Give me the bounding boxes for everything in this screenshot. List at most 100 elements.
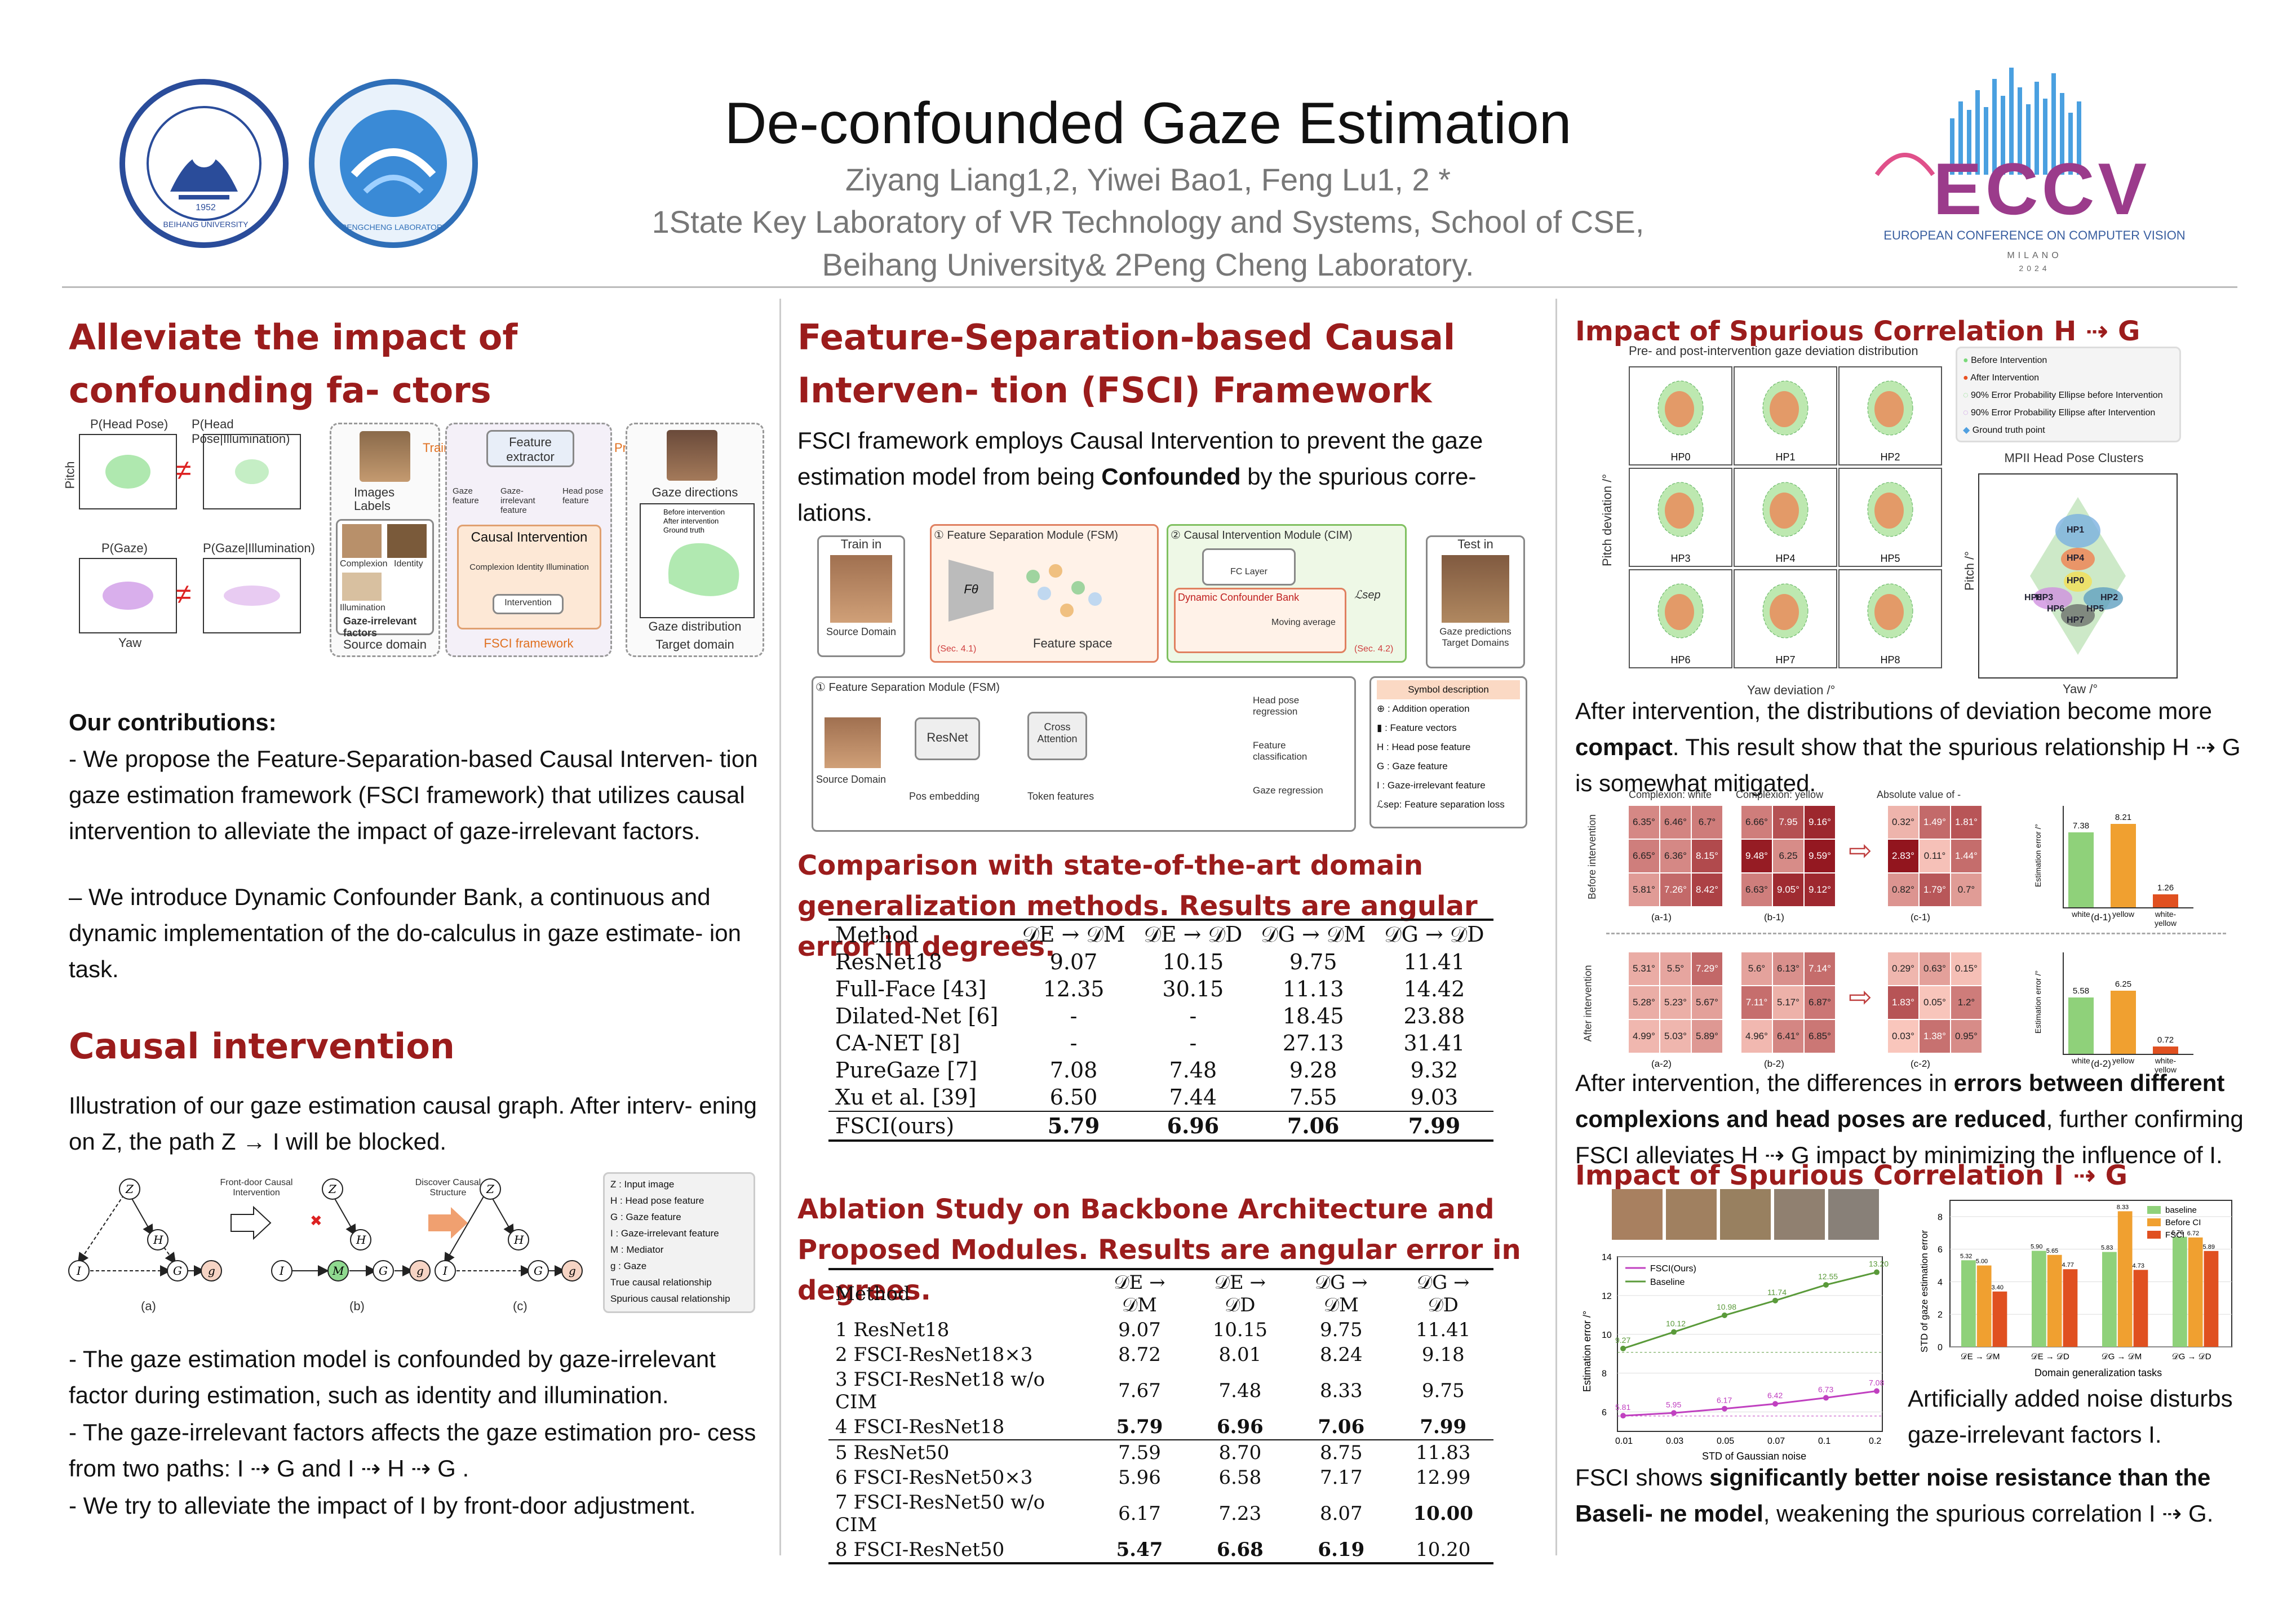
abl-a-cell: 7.67 [1118, 1380, 1161, 1402]
mpii-hp-label: HP0 [2067, 576, 2085, 586]
heatmap-cell: 6.66° [1741, 806, 1772, 839]
std-bar [2063, 1269, 2078, 1347]
cmp-cell: - [1070, 1031, 1078, 1056]
legend-label: FSCI(Ours) [1650, 1264, 1696, 1274]
heatmap-cell: 5.31° [1629, 952, 1659, 985]
mpii-hp-label: HP4 [2067, 553, 2085, 563]
bar-value-label: 4.77 [2062, 1262, 2074, 1269]
fsm-detail-title: ① Feature Separation Module (FSM) [815, 681, 1000, 694]
small-bar-category: white-yellow [2155, 1056, 2177, 1074]
std-bar [2188, 1237, 2203, 1347]
heat-divider [1606, 933, 2226, 934]
mpii-cluster-svg [2030, 497, 2126, 655]
noise-face-2 [1666, 1189, 1717, 1240]
gaze-irrelevant-feature-label: Gaze-irrelevant feature [500, 486, 535, 515]
abl-header-gd: 𝒟G → 𝒟D [1416, 1271, 1470, 1316]
images-label: Images [354, 485, 395, 499]
legend-ellipse-before: ◌ 90% Error Probability Ellipse before I… [1963, 391, 2163, 400]
series-point [1772, 1297, 1778, 1303]
svg-text:g: g [569, 1264, 576, 1278]
std-bar-svg: 0 2 4 6 8 5.32 5.00 3.40 𝒟E → 𝒟M 5.90 5.65 4.77 𝒟E →… [1919, 1200, 2232, 1378]
heatmap-cell: 9.59° [1805, 840, 1835, 872]
svg-text:g: g [416, 1264, 424, 1278]
target-face-image [667, 430, 717, 481]
scatter-points-svg [1867, 482, 1913, 537]
cmp-cell: 7.08 [1049, 1058, 1098, 1083]
cmp-cell: 9.03 [1410, 1085, 1459, 1110]
cmp-cell: 9.07 [1049, 950, 1098, 974]
scatter-cell: HP8 [1838, 569, 1942, 668]
ellipse-after [1665, 493, 1694, 529]
pengcheng-logo-text: PENGCHENG LABORATORY [341, 223, 448, 232]
heatmap-cell: 1.79° [1920, 873, 1950, 906]
noise-face-3 [1720, 1189, 1771, 1240]
fsci-intro-b: by the spurious corre- lations. [797, 463, 1477, 526]
mpii-cluster-figure: MPII Head Pose Clusters HP0 HP1 HP2 HP3 HP4 H… [1961, 451, 2187, 699]
abl-row4-ed: 6.96 [1216, 1416, 1264, 1438]
section-title-fsci: Feature-Separation-based Causal Interven… [797, 317, 1456, 411]
head-pose-illum-density-icon [235, 459, 269, 484]
cmp-header-gm: 𝒟G → 𝒟M [1261, 922, 1366, 947]
x-tick-label: 𝒟E → 𝒟D [2031, 1352, 2069, 1362]
mpii-yaw-label: Yaw /° [2063, 682, 2098, 696]
not-equal-symbol-2: ≠ [176, 578, 192, 610]
noise-text: Artificially added noise disturbs gaze-i… [1908, 1385, 2233, 1448]
ellipse-after [1874, 594, 1904, 630]
cmp-cell: 7.44 [1169, 1085, 1217, 1110]
hp-label: HP0 [1670, 451, 1691, 463]
abl-row8-gd: 10.20 [1416, 1538, 1471, 1561]
abl-a-cell: 10.15 [1212, 1319, 1268, 1341]
small-bar-value: 1.26 [2157, 883, 2174, 893]
abl-b-cell: 5 ResNet50 [835, 1442, 950, 1464]
cmp-cell: 9.75 [1289, 950, 1337, 974]
bar-value-label: 5.32 [1960, 1253, 1972, 1260]
gaze-distribution-icon [668, 543, 739, 596]
noise-face-1 [1612, 1189, 1663, 1240]
fsci-intro-a: FSCI framework employs Causal Interventi… [797, 427, 1483, 490]
fc-layer-label: FC Layer [1230, 567, 1267, 577]
heatmap-cell: 6.41° [1773, 1020, 1803, 1053]
series-point [1772, 1401, 1778, 1407]
hp-label: HP1 [1775, 451, 1796, 463]
scatter-points-svg [1762, 583, 1809, 638]
heatmap-cell: 6.35° [1629, 806, 1659, 839]
small-bar-category: white-yellow [2155, 910, 2177, 928]
abl-a-cell: 9.75 [1421, 1380, 1465, 1402]
heatmap-cell: 2.83° [1888, 840, 1918, 872]
legend-i: I : Gaze-irrelevant feature [610, 1228, 719, 1239]
heatmap-cell: 0.82° [1888, 873, 1918, 906]
legend-label: Baseline [1650, 1278, 1685, 1287]
scatter-cell: HP2 [1838, 366, 1942, 465]
symbol-3: H : Head pose feature [1377, 742, 1471, 752]
eccv-logo: ECCV EUROPEAN CONFERENCE ON COMPUTER VIS… [1860, 56, 2209, 282]
hg-text-1-bold: compact [1575, 734, 1673, 760]
symbol-4: G : Gaze feature [1377, 761, 1448, 771]
point-label: 5.95 [1666, 1400, 1681, 1409]
noise-line-chart: 6 8 10 12 14 5.81 5.95 6.17 6.42 6.73 7.08 9.27 10.1… [1578, 1189, 1894, 1471]
heat-sub-label: (d-2) [2091, 1058, 2111, 1069]
illumination-label: Illumination [340, 603, 385, 613]
svg-text:I: I [442, 1264, 448, 1278]
heatmap-cell: 5.6° [1741, 952, 1772, 985]
target-domain-box: Gaze directions Before intervention Afte… [626, 423, 764, 657]
gaze-regression-label: Gaze regression [1253, 785, 1323, 796]
heatmap-cell: 5.03° [1660, 1020, 1691, 1053]
feature-extractor-label: Feature extractor [506, 435, 555, 464]
abl-a-cell: 3 FSCI-ResNet18 w/o CIM [835, 1368, 1045, 1413]
hp-label: HP4 [1775, 553, 1796, 564]
heatmap-cell: 6.7° [1692, 806, 1722, 839]
scatter-cell: HP6 [1629, 569, 1732, 668]
head-pose-density-icon [105, 455, 150, 489]
hollow-arrow-2-icon: ⇨ [1849, 981, 1872, 1013]
heatmap-cell: 7.26° [1660, 873, 1691, 906]
abl-a-cell: 7.48 [1218, 1380, 1262, 1402]
std-bar-chart: 0 2 4 6 8 5.32 5.00 3.40 𝒟E → 𝒟M 5.90 5.65 4.77 𝒟E →… [1905, 1189, 2243, 1386]
heat-sub-label: (c-1) [1911, 912, 1930, 923]
scatter-points-svg [1867, 380, 1913, 436]
cmp-cell: 30.15 [1162, 977, 1224, 1001]
heatmap-cell: 7.11° [1741, 986, 1772, 1019]
scatter-cell: HP1 [1734, 366, 1837, 465]
sec42-label: (Sec. 4.2) [1354, 644, 1394, 654]
heatmap-cell: 9.48° [1741, 840, 1772, 872]
x-tick-label: 𝒟G → 𝒟D [2172, 1352, 2211, 1362]
